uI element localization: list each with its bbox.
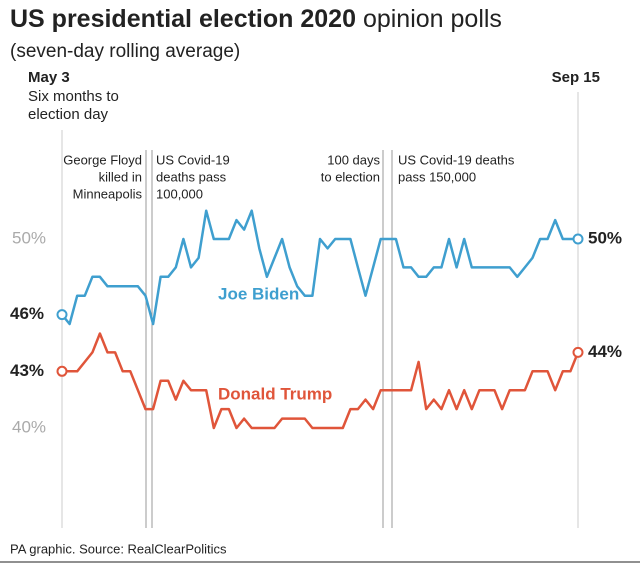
series-label: Joe Biden	[218, 284, 299, 303]
annotation: to election	[321, 169, 380, 184]
series-line	[61, 209, 578, 326]
annotation: 100 days	[327, 152, 380, 167]
x-tick-label: May 3	[28, 69, 70, 86]
series-label: Donald Trump	[218, 384, 332, 403]
value-label: 44%	[588, 342, 622, 361]
title-bold: US presidential election 2020	[10, 5, 356, 33]
annotation: George Floyd	[63, 152, 142, 167]
value-label: 50%	[588, 228, 622, 247]
value-label: 46%	[10, 304, 44, 323]
annotation: Minneapolis	[73, 186, 143, 201]
annotation: US Covid-19	[156, 152, 230, 167]
source: PA graphic. Source: RealClearPolitics	[10, 541, 227, 556]
annotation: 100,000	[156, 186, 203, 201]
start-note: election day	[28, 106, 109, 123]
start-note: Six months to	[28, 88, 119, 105]
series-line	[62, 332, 580, 430]
y-tick-label: 40%	[12, 417, 46, 436]
chart-title: US presidential election 2020 opinion po…	[10, 5, 502, 33]
annotation: US Covid-19 deaths	[398, 152, 515, 167]
y-tick-label: 50%	[12, 228, 46, 247]
value-label: 43%	[10, 361, 44, 380]
end-marker	[572, 346, 584, 358]
end-marker	[56, 309, 68, 321]
end-marker	[572, 233, 584, 245]
subtitle: (seven-day rolling average)	[10, 41, 240, 62]
annotation: killed in	[99, 169, 142, 184]
title-rest: opinion polls	[363, 5, 502, 33]
end-marker	[56, 365, 68, 377]
annotation: pass 150,000	[398, 169, 476, 184]
x-tick-label: Sep 15	[552, 69, 600, 86]
annotation: deaths pass	[156, 169, 227, 184]
